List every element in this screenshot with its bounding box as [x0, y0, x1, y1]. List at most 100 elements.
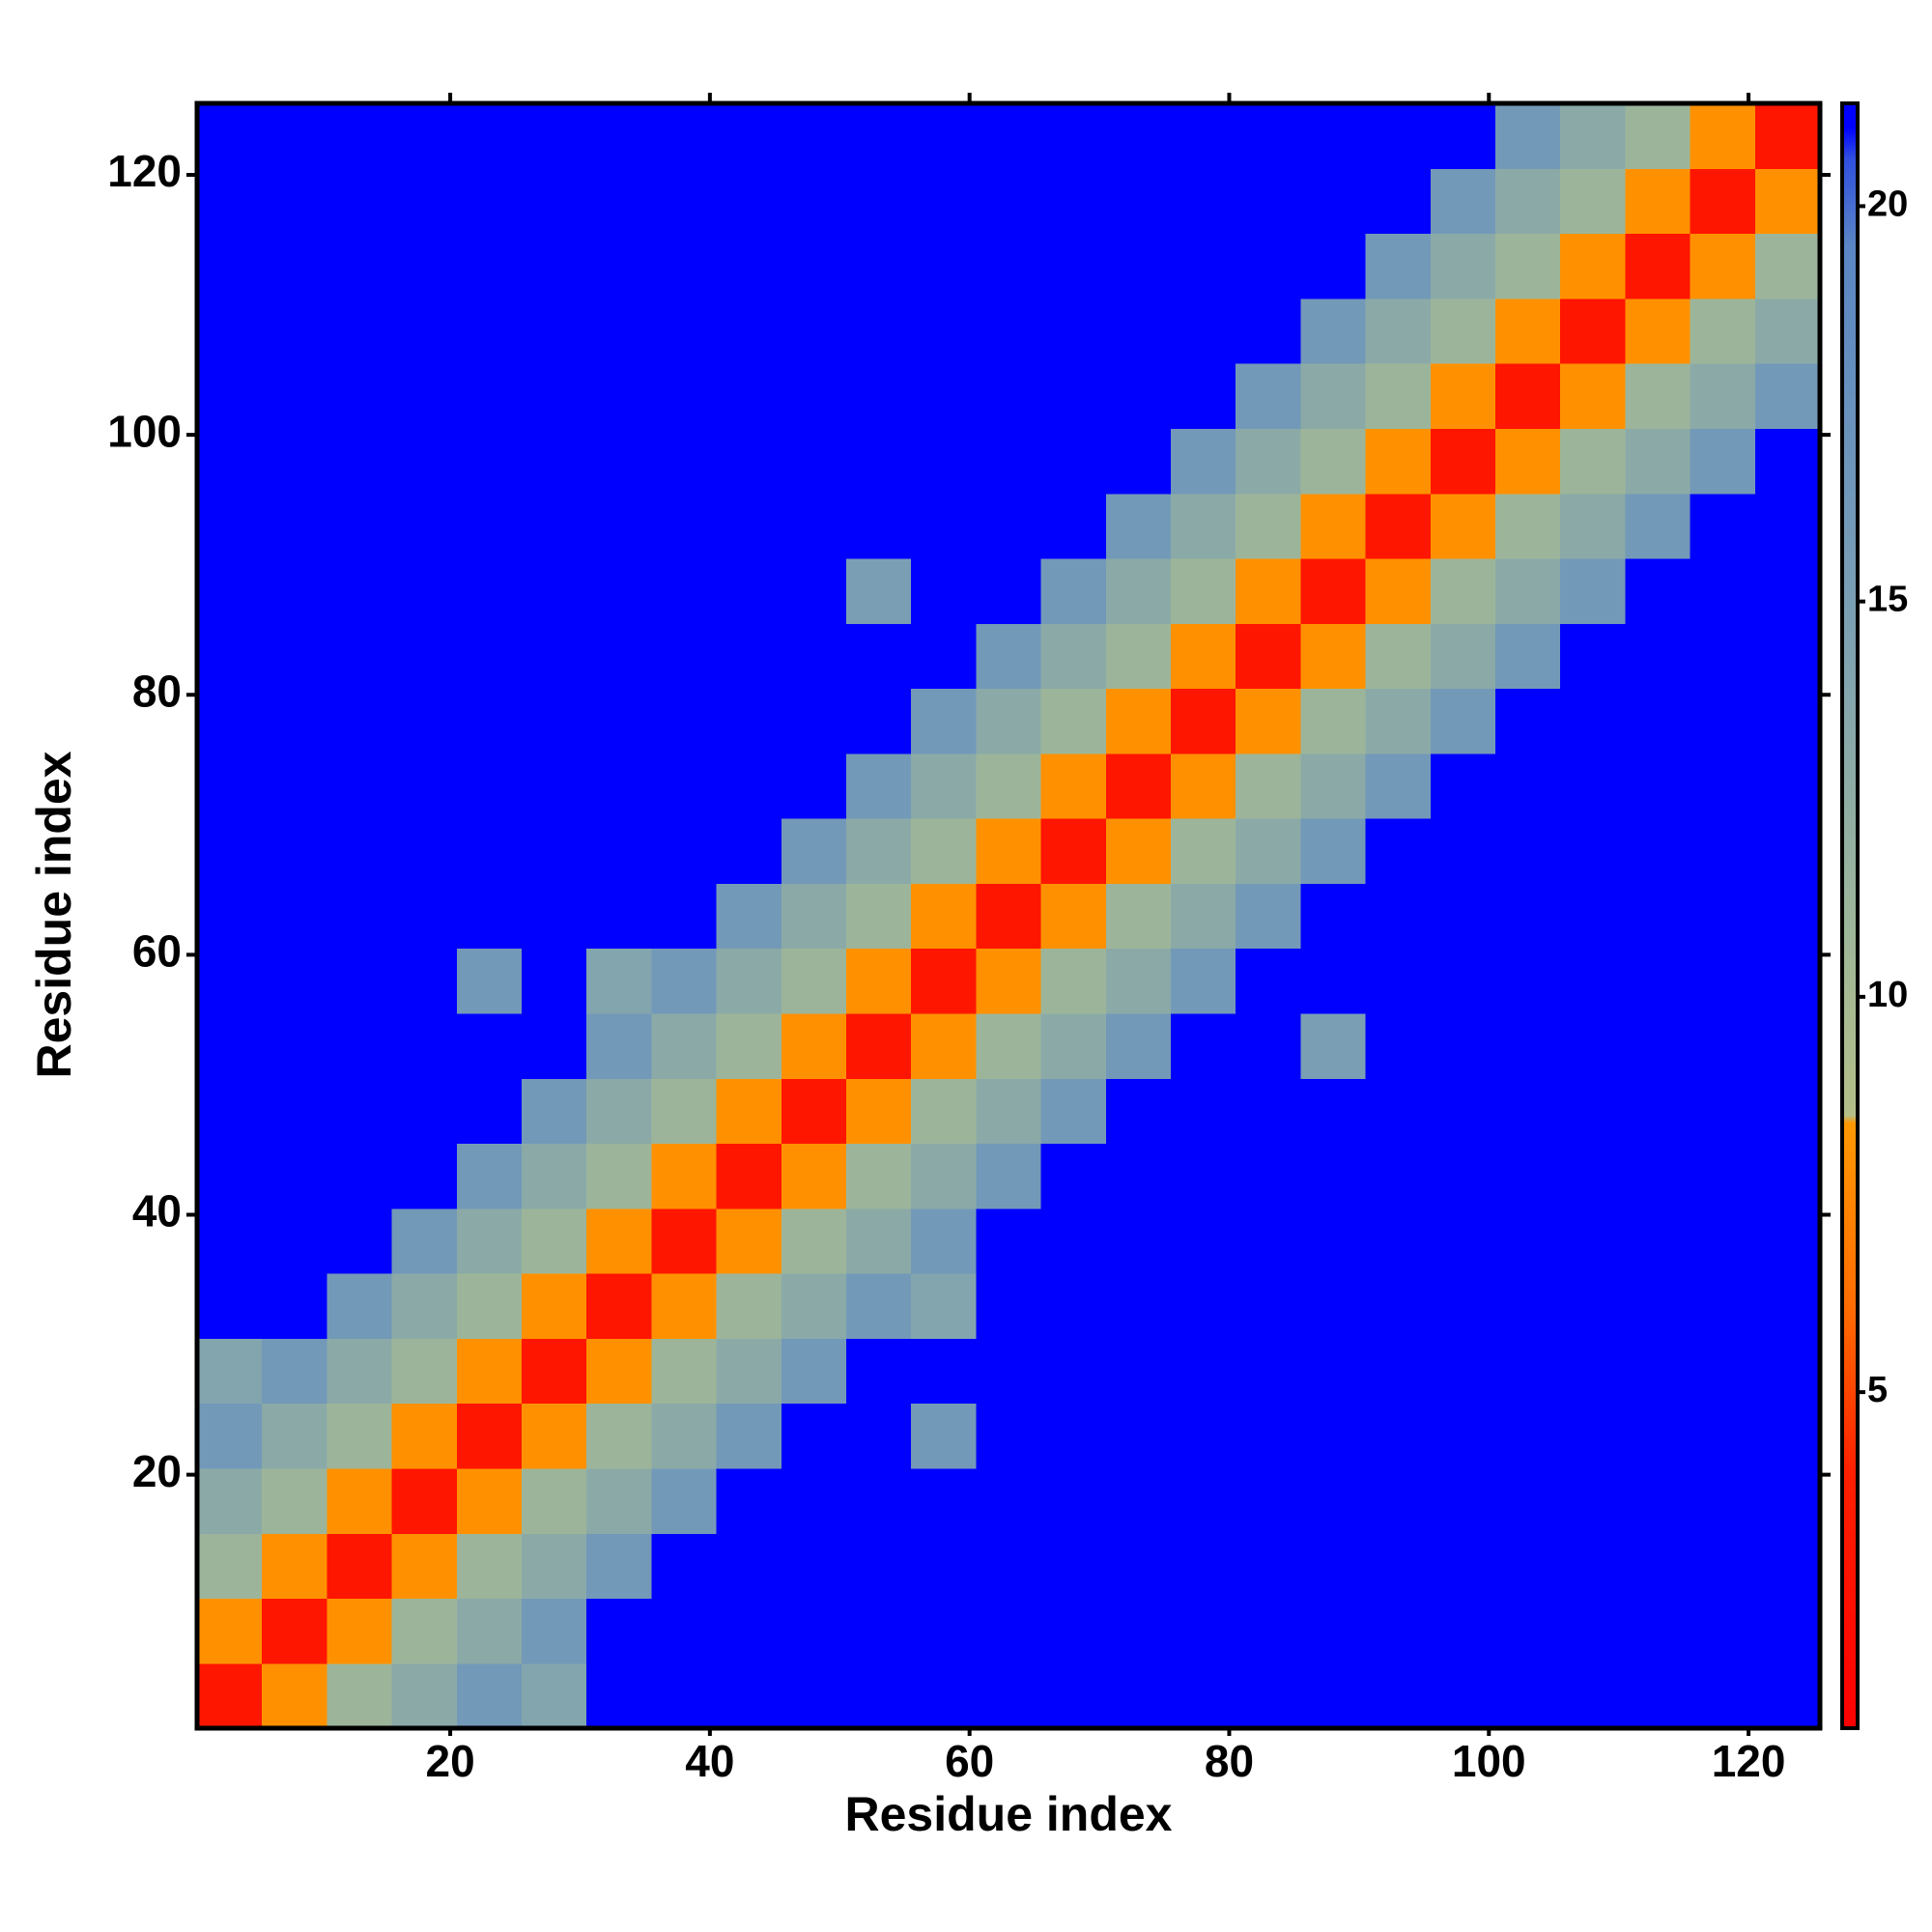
heatmap-cell [1236, 1143, 1301, 1209]
heatmap-cell [846, 1273, 912, 1339]
heatmap-cell [522, 493, 587, 559]
heatmap-cell [1300, 1467, 1367, 1534]
heatmap-cell [391, 1078, 458, 1145]
heatmap-cell [1690, 1208, 1756, 1274]
heatmap-cell [1040, 1467, 1107, 1534]
heatmap-cell [1105, 298, 1172, 364]
heatmap-cell [262, 1598, 327, 1664]
heatmap-cell [716, 168, 782, 235]
heatmap-cell [1495, 1273, 1561, 1339]
heatmap-cell [1300, 1012, 1367, 1079]
y-tick-label: 20 [132, 1446, 182, 1496]
heatmap-cell [1625, 168, 1691, 235]
heatmap-cell [1754, 1598, 1821, 1664]
heatmap-cell [1690, 103, 1756, 169]
heatmap-cell [262, 1662, 327, 1729]
heatmap-cell [1105, 753, 1172, 819]
heatmap-cell [1300, 1208, 1367, 1274]
heatmap-cell [1040, 1403, 1107, 1469]
heatmap-cell [522, 1403, 587, 1469]
heatmap-cell [262, 1273, 327, 1339]
heatmap-cell [1430, 883, 1496, 950]
heatmap-cell [1625, 688, 1691, 754]
heatmap-cell [1300, 1078, 1367, 1145]
heatmap-cell [1430, 1273, 1496, 1339]
heatmap-cell [1040, 1078, 1107, 1145]
y-tick-label: 80 [132, 666, 182, 716]
heatmap-cell [456, 1467, 523, 1534]
heatmap-cell [1365, 1533, 1432, 1600]
heatmap-cell [651, 1208, 718, 1274]
heatmap-cell [522, 1338, 587, 1405]
heatmap-cell [1300, 688, 1367, 754]
heatmap-cell [327, 363, 393, 429]
heatmap-cell [1690, 233, 1756, 299]
heatmap-cell [197, 557, 263, 624]
heatmap-cell [197, 1338, 263, 1405]
heatmap-cell [1430, 428, 1496, 495]
heatmap-cell [522, 1078, 587, 1145]
heatmap-cell [911, 1273, 977, 1339]
heatmap-cell [1236, 688, 1301, 754]
heatmap-cell [1365, 1012, 1432, 1079]
heatmap-cell [1171, 1403, 1236, 1469]
heatmap-cell [976, 753, 1042, 819]
heatmap-cell [586, 168, 652, 235]
heatmap-cell [327, 298, 393, 364]
heatmap-cell [911, 883, 977, 950]
heatmap-cell [1040, 1143, 1107, 1209]
heatmap-cell [1625, 1662, 1691, 1729]
heatmap-cell [651, 363, 718, 429]
heatmap-cell [1105, 363, 1172, 429]
heatmap-cell [781, 493, 847, 559]
heatmap-cell [1690, 1403, 1756, 1469]
heatmap-cell [1236, 1208, 1301, 1274]
heatmap-cell [1040, 493, 1107, 559]
heatmap-cell [846, 233, 912, 299]
heatmap-cell [1690, 688, 1756, 754]
heatmap-cell [846, 753, 912, 819]
heatmap-cell [1625, 493, 1691, 559]
heatmap-cell [456, 1273, 523, 1339]
heatmap-cell [1495, 1012, 1561, 1079]
heatmap-cell [262, 428, 327, 495]
heatmap-cell [1105, 428, 1172, 495]
heatmap-cell [586, 1273, 652, 1339]
heatmap-cell [781, 1403, 847, 1469]
heatmap-cell [1300, 1662, 1367, 1729]
heatmap-cell [1105, 493, 1172, 559]
heatmap-cell [327, 1078, 393, 1145]
heatmap-cell [1171, 688, 1236, 754]
heatmap-cell [1300, 818, 1367, 884]
heatmap-cell [1040, 103, 1107, 169]
heatmap-cell [846, 1012, 912, 1079]
heatmap-cell [1495, 298, 1561, 364]
heatmap-cell [1625, 948, 1691, 1014]
heatmap-cell [1625, 1598, 1691, 1664]
heatmap-cell [1495, 103, 1561, 169]
heatmap-cell [391, 1273, 458, 1339]
x-tick-label: 40 [685, 1736, 734, 1786]
heatmap-cell [1625, 1143, 1691, 1209]
heatmap-cell [1690, 818, 1756, 884]
heatmap-cell [1625, 1208, 1691, 1274]
heatmap-cell [456, 428, 523, 495]
heatmap-cell [456, 1338, 523, 1405]
heatmap-cell [716, 1143, 782, 1209]
heatmap-cell [327, 233, 393, 299]
heatmap-cell [1171, 753, 1236, 819]
heatmap-cell [651, 1662, 718, 1729]
heatmap-cell [456, 493, 523, 559]
heatmap-cell [781, 1208, 847, 1274]
heatmap-cell [197, 1012, 263, 1079]
heatmap-cell [1236, 1338, 1301, 1405]
heatmap-cell [781, 1078, 847, 1145]
heatmap-cell [391, 493, 458, 559]
heatmap-cell [1625, 1403, 1691, 1469]
heatmap-cell [1560, 363, 1626, 429]
heatmap-cell [1495, 1533, 1561, 1600]
heatmap-cell [1495, 688, 1561, 754]
heatmap-cell [1754, 298, 1821, 364]
heatmap-cell [1105, 557, 1172, 624]
heatmap-cell [651, 1078, 718, 1145]
